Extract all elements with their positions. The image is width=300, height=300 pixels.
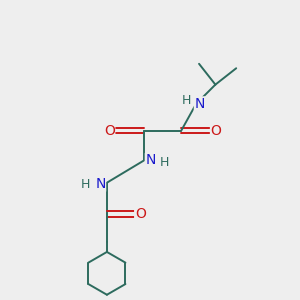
Text: H: H xyxy=(160,156,170,169)
Text: N: N xyxy=(194,97,205,111)
Text: N: N xyxy=(146,153,156,167)
Text: O: O xyxy=(135,207,146,221)
Text: H: H xyxy=(182,94,191,107)
Text: O: O xyxy=(104,124,115,138)
Text: H: H xyxy=(81,178,90,191)
Text: O: O xyxy=(211,124,221,138)
Text: N: N xyxy=(95,177,106,191)
